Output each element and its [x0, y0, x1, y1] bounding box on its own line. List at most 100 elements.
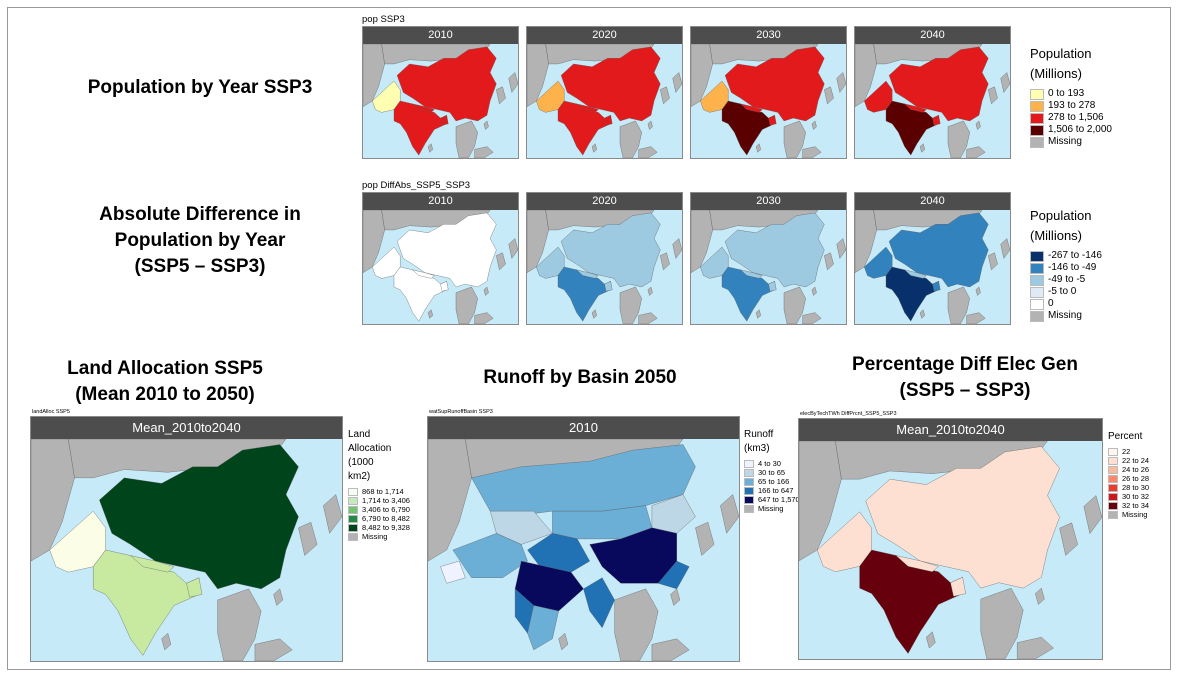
legend-item-label: Missing: [1048, 136, 1082, 147]
title-diff-line3: (SSP5 – SSP3): [134, 256, 266, 277]
legend-item: 1,506 to 2,000: [1030, 124, 1112, 136]
pop-legend: Population (Millions) 0 to 193 193 to 278…: [1030, 44, 1112, 148]
korea-japan: [824, 73, 846, 104]
elec-map-label: elecByTechTWh DiffPrcnt_SSP5_SSP3: [800, 411, 897, 417]
legend-item: -5 to 0: [1030, 286, 1102, 298]
island: [484, 121, 489, 130]
legend-swatch: [1030, 136, 1044, 148]
panel-year-header: 2020: [527, 27, 682, 44]
basin-northwest: [490, 511, 552, 544]
legend-swatch: [348, 532, 358, 541]
basin-pearl: [658, 561, 689, 589]
nepal-region: [413, 270, 435, 279]
legend-swatch: [1030, 100, 1044, 112]
korea-japan: [298, 495, 342, 556]
nepal-region: [741, 270, 763, 279]
legend-item-label: 32 to 34: [1122, 501, 1150, 510]
sri-lanka: [428, 310, 433, 319]
legend-title: Runoff: [744, 429, 774, 440]
title-diff: Absolute Difference in Population by Yea…: [60, 202, 340, 280]
legend-item: 0 to 193: [1030, 88, 1112, 100]
china-region: [889, 213, 988, 287]
map-svg: [799, 441, 1102, 659]
legend-item-label: Missing: [1122, 510, 1148, 519]
map-svg: [855, 44, 1010, 158]
legend-item-label: 868 to 1,714: [362, 487, 404, 496]
southeast-asia: [615, 589, 659, 661]
legend-item-label: 22: [1122, 447, 1131, 456]
legend-swatch: [1108, 456, 1118, 465]
map-panel-2040: 2040: [854, 26, 1011, 159]
china-region: [889, 47, 988, 121]
legend-item: Missing: [1030, 136, 1112, 148]
legend-title: (1000: [348, 457, 374, 468]
sri-lanka: [162, 633, 171, 650]
legend-item-label: 278 to 1,506: [1048, 112, 1104, 123]
southeast-asia: [948, 287, 970, 324]
bangladesh-region: [441, 281, 449, 291]
sri-lanka: [926, 632, 935, 648]
korea-japan: [824, 239, 846, 270]
legend-item: 6,790 to 8,482: [348, 514, 410, 523]
runoff-legend: Runoff (km3) 4 to 30 30 to 65 65 to 166 166 t…: [744, 428, 800, 513]
legend-item-label: Missing: [1048, 310, 1082, 321]
left-landmass: [363, 44, 385, 107]
china-region: [866, 446, 1060, 588]
north-landmass: [710, 210, 819, 230]
elec-map-header: Mean_2010to2040: [799, 419, 1102, 441]
legend-item: Missing: [348, 532, 410, 541]
north-landmass: [546, 44, 655, 64]
legend-item: 193 to 278: [1030, 100, 1112, 112]
left-landmass: [855, 210, 877, 273]
land-map-label: landAlloc SSP5: [32, 409, 70, 415]
sri-lanka: [756, 144, 761, 153]
legend-item-label: -5 to 0: [1048, 286, 1077, 297]
legend-item: 0: [1030, 298, 1102, 310]
korea-japan: [660, 73, 682, 104]
map-panel-2020: 2020: [526, 192, 683, 325]
north-landmass: [710, 44, 819, 64]
sri-lanka: [592, 310, 597, 319]
nepal-region: [896, 555, 938, 571]
map-panel-2030: 2030: [690, 192, 847, 325]
southeast-asia: [784, 121, 806, 158]
title-land-line2: (Mean 2010 to 2050): [75, 384, 255, 405]
map-svg: [691, 44, 846, 158]
legend-item-label: -146 to -49: [1048, 262, 1097, 273]
island: [976, 121, 981, 130]
legend-title: (Millions): [1030, 228, 1082, 243]
island: [976, 287, 981, 296]
legend-item-label: 65 to 166: [758, 477, 790, 486]
panel-year-header: 2020: [527, 193, 682, 210]
legend-swatch: [1108, 474, 1118, 483]
map-svg: [31, 439, 342, 661]
legend-swatch: [348, 487, 358, 496]
island: [812, 287, 817, 296]
sri-lanka: [920, 310, 925, 319]
nepal-region: [413, 104, 435, 113]
korea-japan: [1060, 496, 1102, 556]
title-elec-line2: (SSP5 – SSP3): [899, 380, 1031, 401]
basin-indus: [453, 533, 528, 577]
indonesia-north: [255, 639, 292, 661]
title-land: Land Allocation SSP5 (Mean 2010 to 2050): [40, 356, 290, 408]
legend-title: Population: [1030, 46, 1092, 61]
legend-swatch: [348, 514, 358, 523]
legend-title: Population: [1030, 208, 1092, 223]
title-land-line1: Land Allocation SSP5: [67, 358, 263, 379]
elec-map-panel: Mean_2010to2040: [798, 418, 1103, 660]
legend-title: (km3): [744, 443, 770, 454]
island: [648, 287, 653, 296]
left-landmass: [428, 439, 472, 561]
legend-item: 22: [1108, 447, 1149, 456]
left-landmass: [363, 210, 385, 273]
southeast-asia: [620, 121, 642, 158]
legend-item: -146 to -49: [1030, 262, 1102, 274]
legend-swatch: [1108, 510, 1118, 519]
bangladesh-region: [605, 115, 613, 125]
legend-item: 8,482 to 9,328: [348, 523, 410, 532]
runoff-map-panel: 2010: [427, 416, 740, 662]
legend-swatch: [348, 505, 358, 514]
legend-title: (Millions): [1030, 66, 1082, 81]
legend-swatch: [1108, 465, 1118, 474]
